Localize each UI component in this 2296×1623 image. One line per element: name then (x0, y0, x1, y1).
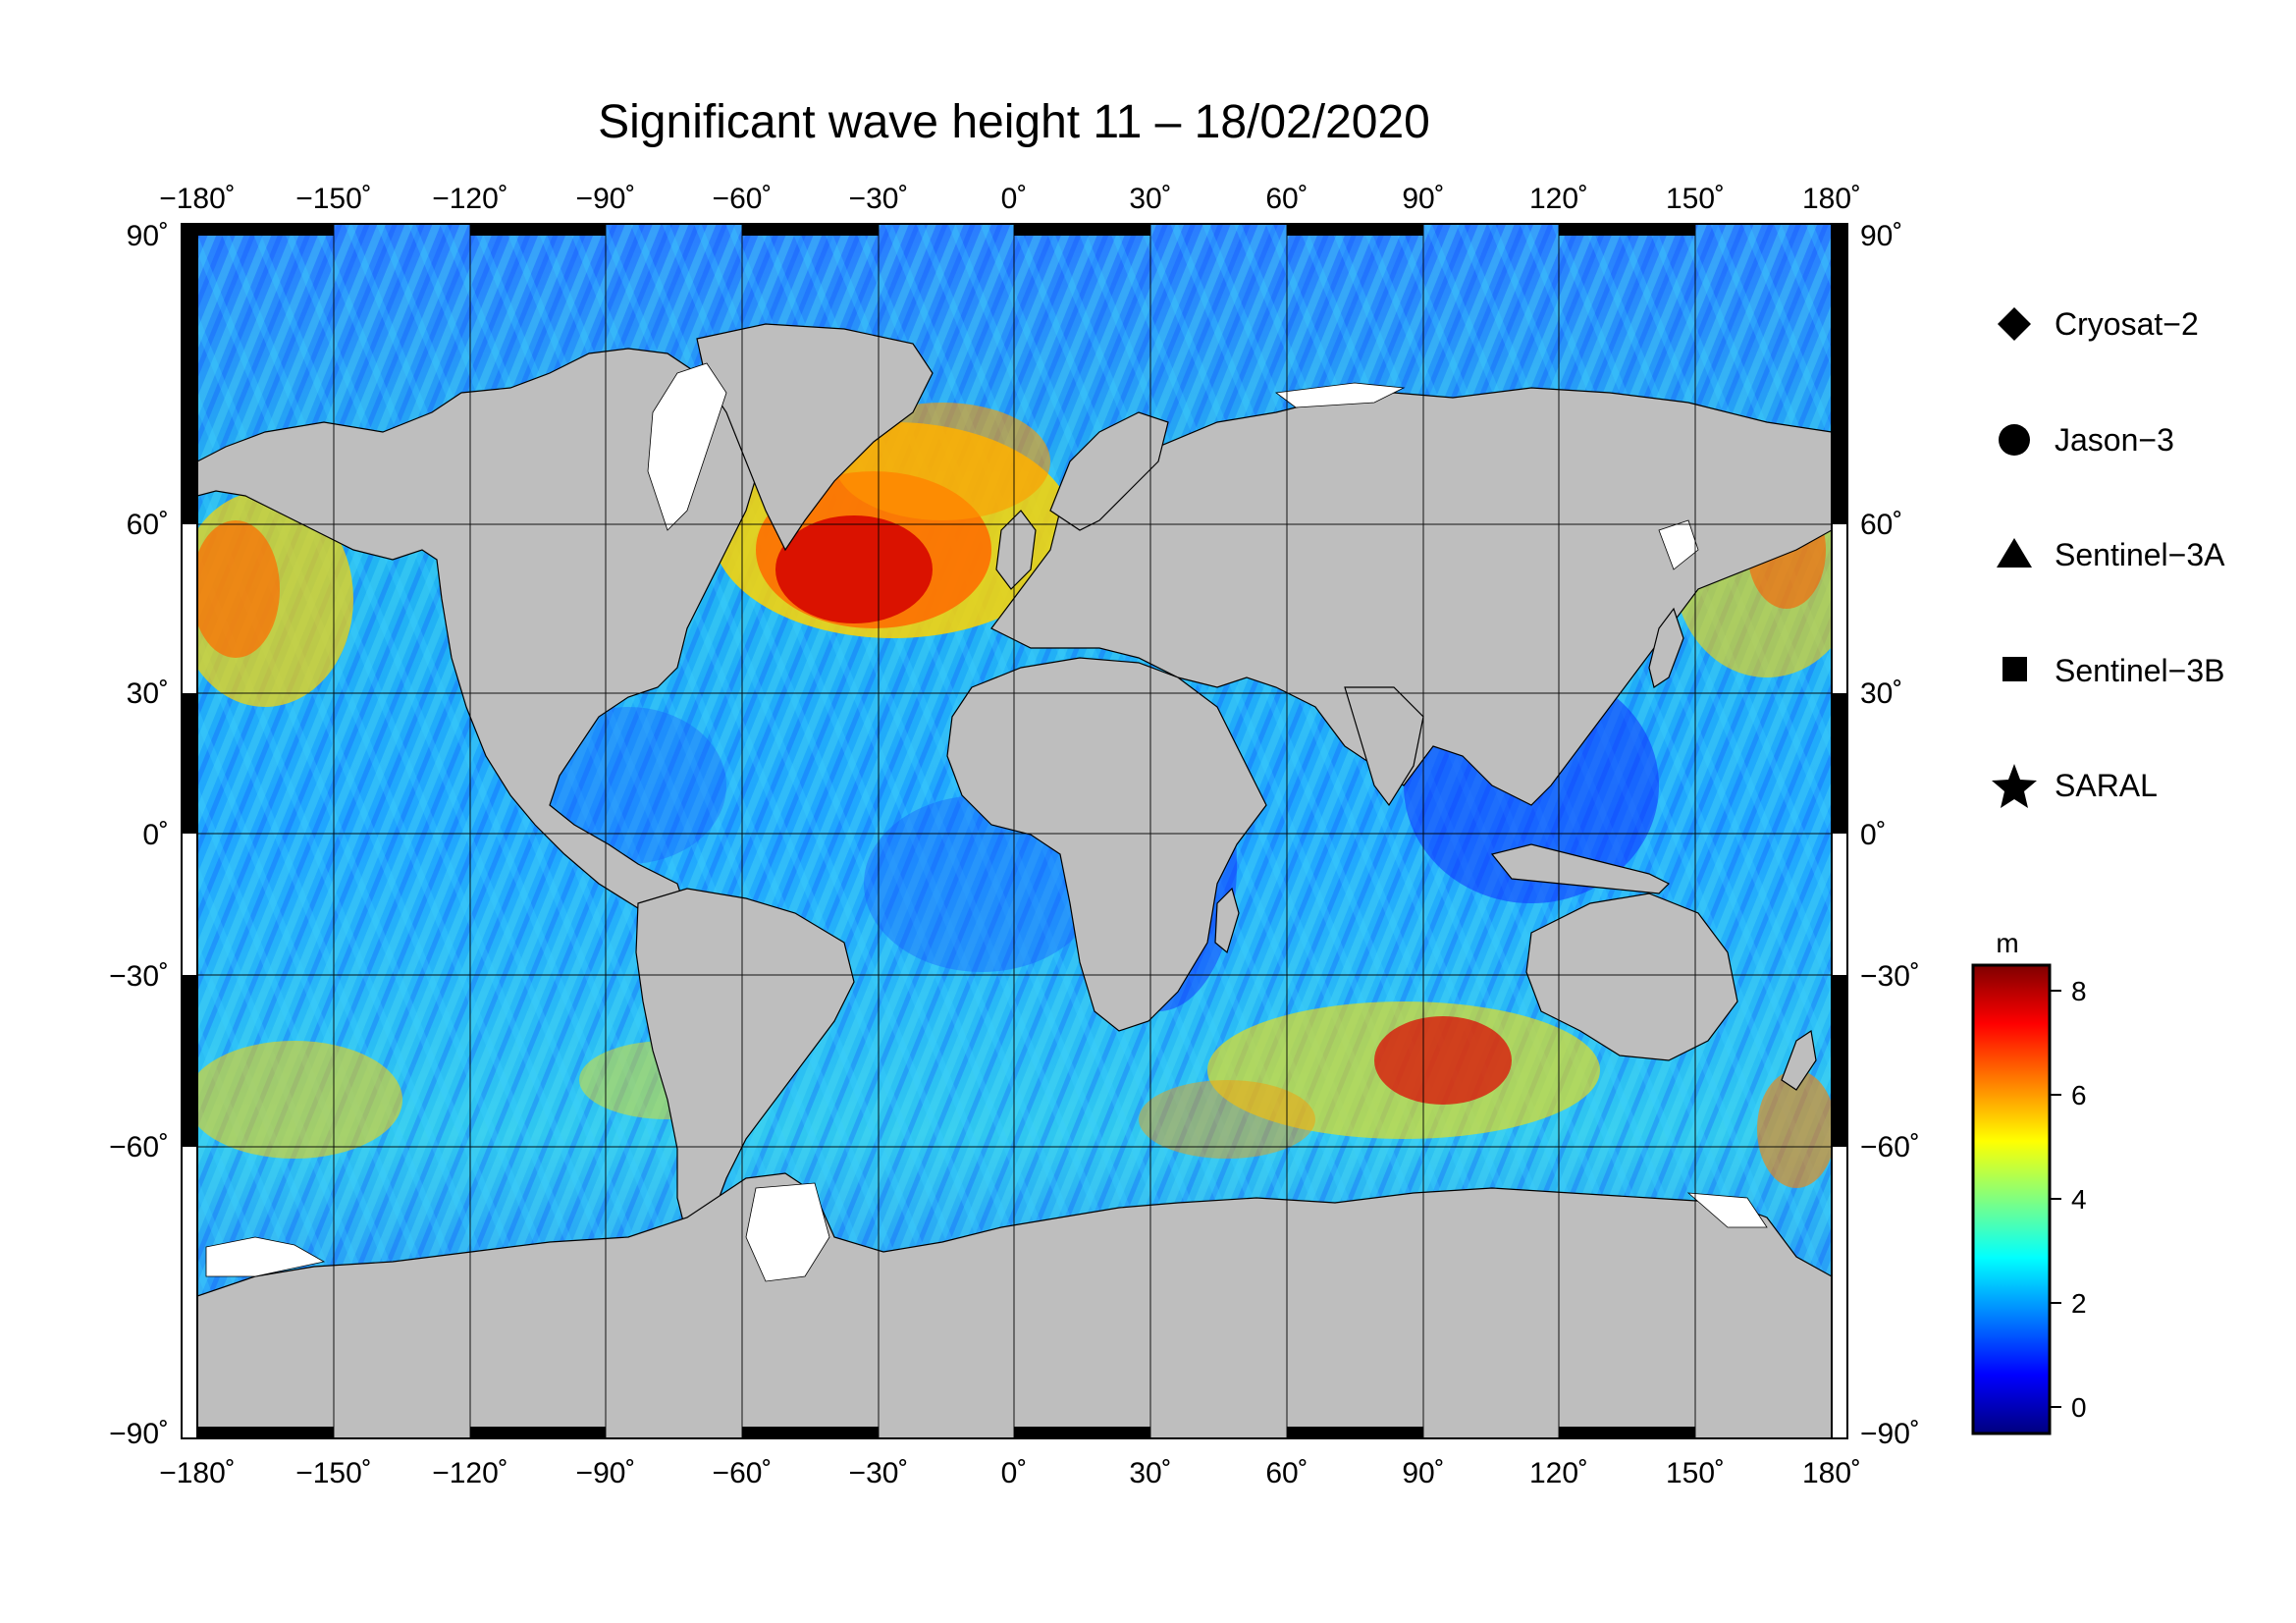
lon-tick: 60˚ (1265, 1457, 1308, 1489)
ice-ross (205, 1236, 326, 1277)
lon-tick: −180˚ (159, 1457, 236, 1489)
lon-tick: 30˚ (1129, 1457, 1171, 1489)
ice-okhotsk (1658, 519, 1699, 570)
frame-top-bars (197, 224, 1695, 236)
map-area (197, 224, 1832, 1438)
colorbar-tick-label: 2 (2071, 1288, 2087, 1319)
legend-label: Jason−3 (2055, 422, 2174, 458)
lat-tick: −60˚ (1860, 1131, 1920, 1163)
circle-icon (1999, 424, 2030, 456)
lon-tick: 90˚ (1402, 183, 1444, 215)
legend-item-jason-3: Jason−3 (1999, 422, 2174, 458)
colorbar-tick-label: 0 (2071, 1392, 2087, 1423)
lon-ticks-bottom: −180˚ −150˚ −120˚ −90˚ −60˚ −30˚ 0˚ 30˚ … (159, 1457, 1861, 1489)
lon-tick: 30˚ (1129, 183, 1171, 215)
lon-tick: 90˚ (1402, 1457, 1444, 1489)
land-scandinavia (1049, 411, 1169, 531)
lat-ticks-right: 90˚ 60˚ 30˚ 0˚ −30˚ −60˚ −90˚ (1860, 220, 1920, 1450)
lon-tick: 120˚ (1529, 1457, 1588, 1489)
land-indonesia (1490, 843, 1671, 894)
land-british-isles (995, 510, 1037, 590)
lat-tick: −30˚ (1860, 960, 1920, 993)
frame-bottom-bars (197, 1427, 1695, 1438)
lon-tick: 60˚ (1265, 183, 1308, 215)
legend-label: Sentinel−3B (2055, 653, 2224, 688)
lat-tick: −60˚ (109, 1131, 169, 1163)
square-icon (2002, 657, 2027, 681)
lon-tick: 150˚ (1666, 1457, 1725, 1489)
lon-tick: −60˚ (713, 1457, 773, 1489)
sea-ice (205, 362, 1768, 1282)
legend-item-saral: SARAL (1992, 764, 2158, 808)
graticule (197, 224, 1832, 1438)
lon-tick: 120˚ (1529, 183, 1588, 215)
lon-tick: −90˚ (576, 1457, 636, 1489)
lon-tick: −150˚ (295, 183, 372, 215)
colorbar-tick-label: 8 (2071, 976, 2087, 1006)
lat-tick: 0˚ (142, 819, 169, 851)
legend-item-sentinel-3a: Sentinel−3A (1997, 537, 2225, 572)
lat-tick: 30˚ (1860, 677, 1902, 710)
land-india (1344, 686, 1424, 807)
colorbar: m 8 6 4 2 0 (1971, 928, 2087, 1435)
lat-ticks-left: 90˚ 60˚ 30˚ 0˚ −30˚ −60˚ −90˚ (109, 220, 169, 1450)
lon-tick: −30˚ (849, 1457, 909, 1489)
land-africa (946, 657, 1267, 1032)
lon-tick: −120˚ (432, 1457, 508, 1489)
lat-tick: −90˚ (109, 1418, 169, 1450)
land-madagascar (1214, 887, 1240, 954)
legend-label: Cryosat−2 (2055, 306, 2199, 342)
lon-tick: 0˚ (1001, 183, 1028, 215)
ice-greenland (647, 362, 727, 531)
colorbar-unit: m (1996, 928, 2018, 958)
map-title: Significant wave height 11 – 18/02/2020 (598, 96, 1430, 148)
land-new-zealand (1781, 1029, 1817, 1091)
land-australia (1525, 893, 1738, 1061)
lon-tick: 150˚ (1666, 183, 1725, 215)
legend: Cryosat−2 Jason−3 Sentinel−3A Sentinel−3… (1992, 306, 2225, 808)
lon-tick: −150˚ (295, 1457, 372, 1489)
land-north-america (197, 348, 762, 924)
lon-ticks-top: −180˚ −150˚ −120˚ −90˚ −60˚ −30˚ 0˚ 30˚ … (159, 183, 1861, 215)
diamond-icon (1998, 307, 2031, 341)
colorbar-gradient (1971, 963, 2052, 1435)
triangle-icon (1997, 538, 2032, 568)
ice-east-antarctica (1686, 1192, 1768, 1228)
star-icon (1992, 764, 2037, 808)
ice-arctic-russia (1274, 382, 1406, 408)
land-japan (1648, 607, 1684, 688)
lon-tick: −180˚ (159, 183, 236, 215)
colorbar-tick-label: 4 (2071, 1184, 2087, 1215)
lat-tick: 60˚ (127, 509, 169, 541)
lon-tick: −60˚ (713, 183, 773, 215)
colorbar-tick-label: 6 (2071, 1080, 2087, 1110)
land-greenland (696, 323, 934, 552)
lat-tick: 60˚ (1860, 509, 1902, 541)
legend-label: SARAL (2055, 768, 2158, 803)
frame-right-bars (1832, 224, 1847, 1147)
legend-label: Sentinel−3A (2055, 537, 2225, 572)
lat-tick: −90˚ (1860, 1418, 1920, 1450)
lat-tick: 90˚ (1860, 220, 1902, 252)
lon-tick: 180˚ (1802, 183, 1861, 215)
map-frame (181, 223, 1848, 1439)
lon-tick: 0˚ (1001, 1457, 1028, 1489)
lon-tick: −90˚ (576, 183, 636, 215)
lat-tick: −30˚ (109, 960, 169, 993)
land-south-america (635, 888, 855, 1248)
legend-item-cryosat-2: Cryosat−2 (1998, 306, 2199, 342)
legend-item-sentinel-3b: Sentinel−3B (2002, 653, 2224, 688)
lat-tick: 30˚ (127, 677, 169, 710)
ice-weddell (745, 1182, 830, 1282)
lon-tick: −30˚ (849, 183, 909, 215)
colorbar-ticks (2050, 990, 2061, 1408)
lat-tick: 90˚ (127, 220, 169, 252)
lat-tick: 0˚ (1860, 819, 1887, 851)
lon-tick: 180˚ (1802, 1457, 1861, 1489)
lon-tick: −120˚ (432, 183, 508, 215)
frame-left-bars (182, 224, 197, 1147)
